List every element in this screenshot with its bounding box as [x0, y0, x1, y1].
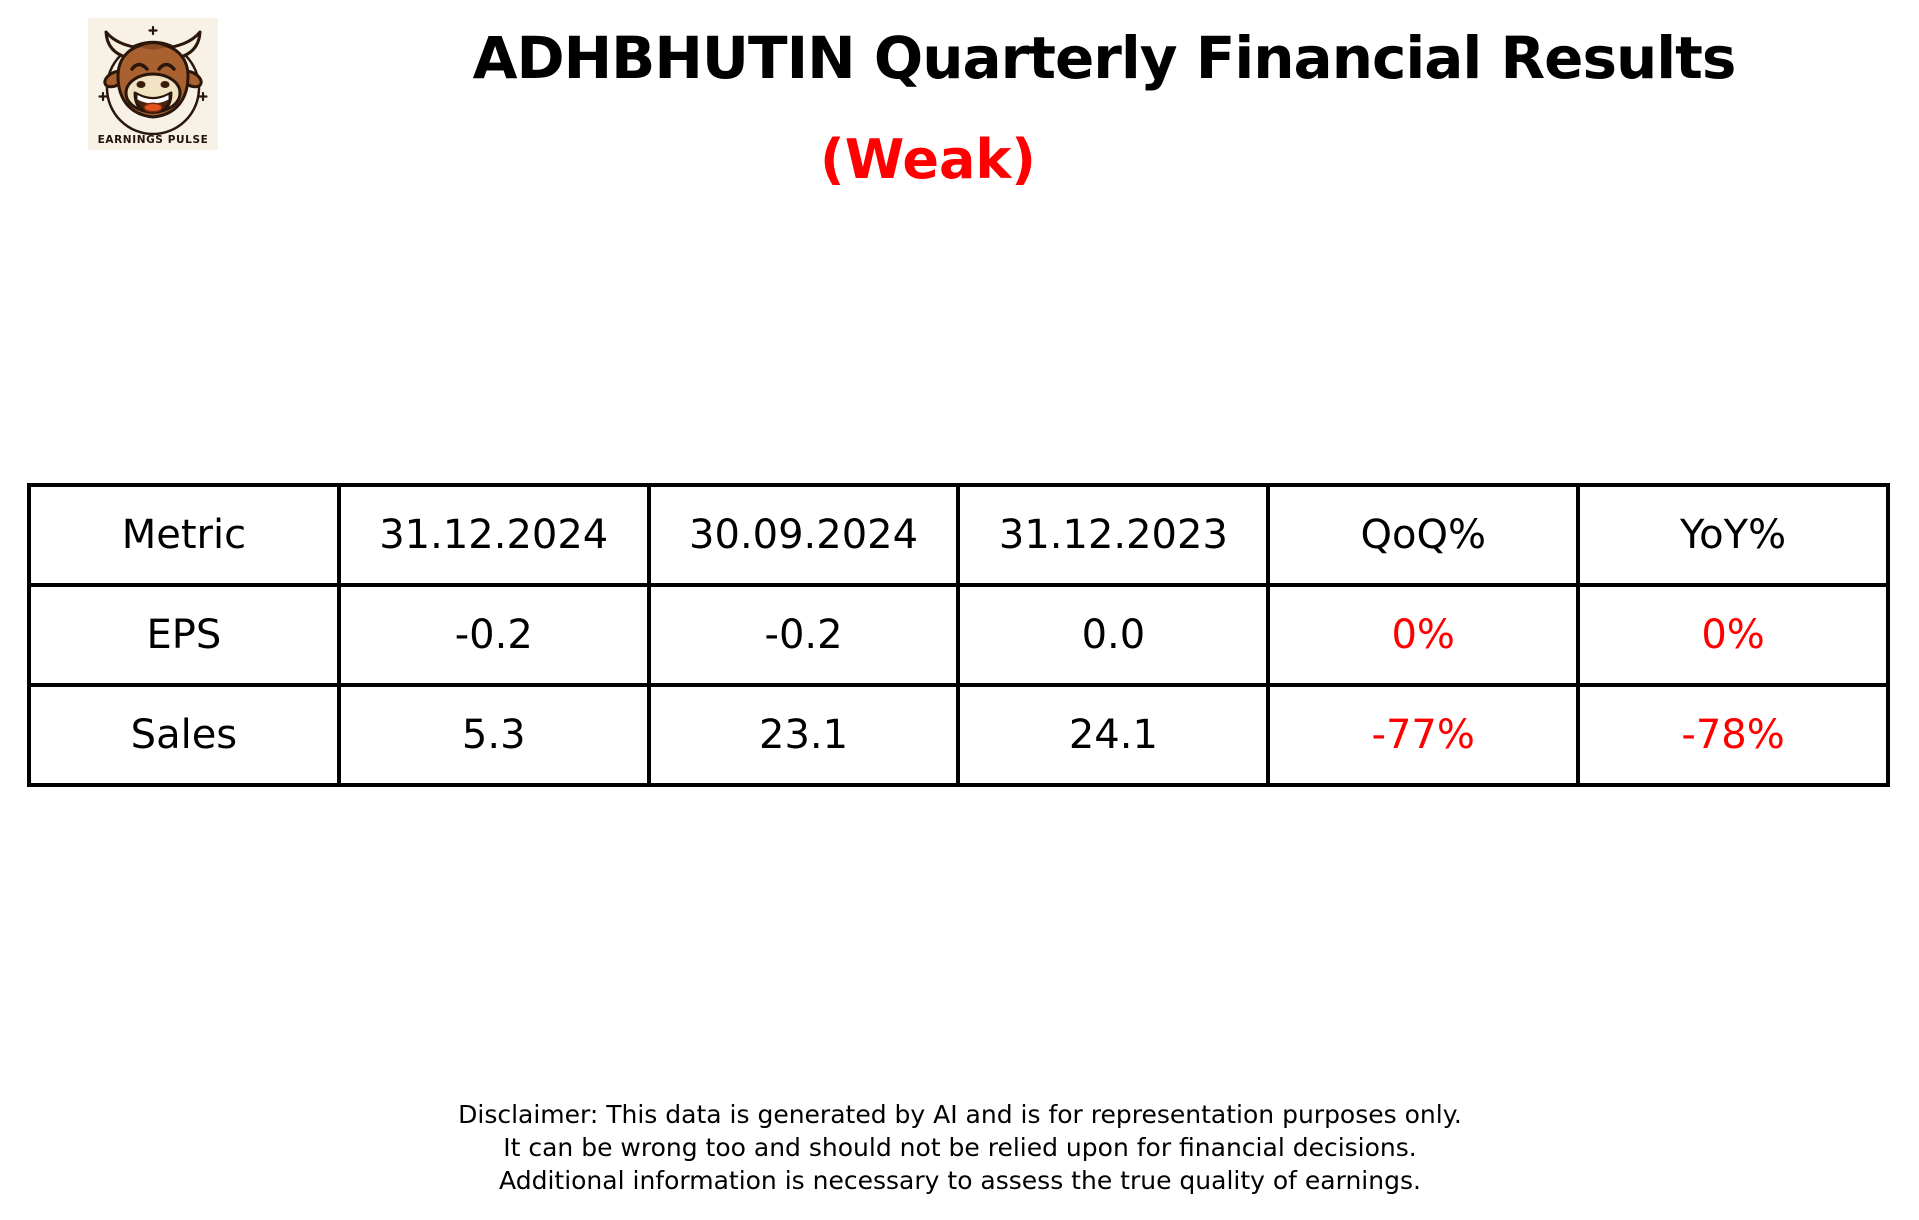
header-cell-yoy: YoY%	[1576, 483, 1890, 587]
table-cell: EPS	[27, 583, 341, 687]
table-cell-qoq: -77%	[1266, 683, 1581, 787]
bull-forelock	[140, 44, 166, 50]
bull-nostril-left	[136, 81, 146, 88]
bull-nostril-right	[160, 81, 170, 88]
page-title: ADHBHUTIN Quarterly Financial Results	[472, 24, 1737, 92]
header-cell-qoq: QoQ%	[1266, 483, 1581, 587]
disclaimer-line: Disclaimer: This data is generated by AI…	[458, 1100, 1462, 1129]
disclaimer-line: Additional information is necessary to a…	[499, 1166, 1421, 1195]
table-row-sales: Sales 5.3 23.1 24.1 -77% -78%	[27, 683, 1890, 787]
header-cell-period-1: 31.12.2024	[336, 483, 651, 587]
sparkle-icons	[98, 25, 208, 102]
table-row-eps: EPS -0.2 -0.2 0.0 0% 0%	[27, 583, 1890, 687]
table-cell: 5.3	[336, 683, 651, 787]
table-cell: 23.1	[646, 683, 961, 787]
table-cell-qoq: 0%	[1266, 583, 1581, 687]
table-cell: Sales	[27, 683, 341, 787]
header-cell-metric: Metric	[27, 483, 341, 587]
brand-label: EARNINGS PULSE	[98, 134, 209, 146]
table-cell: 0.0	[956, 583, 1271, 687]
results-table: Metric 31.12.2024 30.09.2024 31.12.2023 …	[27, 483, 1890, 787]
bull-eye-left	[130, 62, 149, 71]
bull-teeth	[137, 95, 169, 104]
disclaimer: Disclaimer: This data is generated by AI…	[458, 1098, 1462, 1197]
header-cell-period-3: 31.12.2023	[956, 483, 1271, 587]
table-cell: -0.2	[336, 583, 651, 687]
header-cell-period-2: 30.09.2024	[646, 483, 961, 587]
disclaimer-line: It can be wrong too and should not be re…	[503, 1133, 1417, 1162]
bull-tongue	[143, 102, 163, 113]
earnings-pulse-logo: EARNINGS PULSE	[88, 18, 218, 150]
verdict-subtitle: (Weak)	[820, 128, 1036, 191]
table-cell-yoy: -78%	[1576, 683, 1890, 787]
bull-eye-right	[157, 62, 176, 71]
table-cell: 24.1	[956, 683, 1271, 787]
laughing-bull-icon: EARNINGS PULSE	[88, 18, 218, 150]
table-cell: -0.2	[646, 583, 961, 687]
table-header-row: Metric 31.12.2024 30.09.2024 31.12.2023 …	[27, 483, 1890, 587]
table-cell-yoy: 0%	[1576, 583, 1890, 687]
